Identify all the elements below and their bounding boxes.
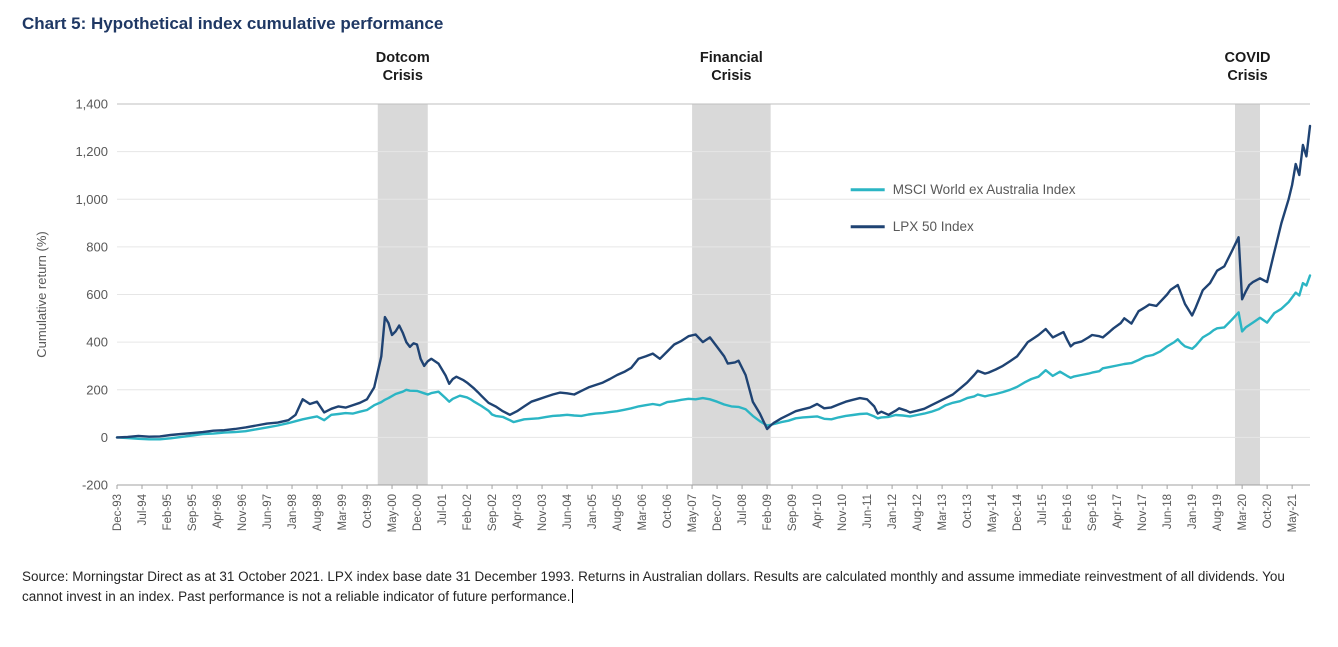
- x-tick-label: Apr-03: [512, 494, 524, 529]
- x-tick-label: Feb-09: [762, 494, 774, 530]
- x-tick-label: Dec-14: [1012, 493, 1024, 531]
- x-tick-label: Jun-11: [862, 494, 874, 528]
- x-tick-label: Aug-19: [1212, 494, 1224, 531]
- crisis-label: Financial: [700, 50, 763, 66]
- x-tick-label: Mar-20: [1237, 494, 1249, 530]
- y-axis-title: Cumulative return (%): [34, 231, 49, 357]
- x-tick-label: Jan-98: [287, 494, 299, 529]
- x-tick-label: Dec-07: [712, 494, 724, 531]
- y-tick-label: 1,400: [75, 97, 108, 112]
- legend-label-msci: MSCI World ex Australia Index: [893, 182, 1076, 197]
- x-tick-label: Oct-20: [1262, 494, 1274, 529]
- source-note-text: Source: Morningstar Direct as at 31 Octo…: [22, 569, 1285, 604]
- series-line-lpx: [115, 124, 1312, 439]
- y-tick-label: 800: [86, 239, 108, 254]
- performance-line-chart: Dotcom Crisis Financial Crisis COVID Crisis -2…: [34, 50, 1312, 532]
- x-tick-label: Jun-18: [1162, 494, 1174, 529]
- x-tick-label: May-14: [987, 493, 999, 532]
- x-tick-label: Mar-13: [937, 494, 949, 530]
- x-tick-label: May-21: [1287, 494, 1299, 532]
- crisis-label: Crisis: [1227, 68, 1267, 84]
- x-tick-label: Dec-93: [112, 494, 124, 531]
- x-tick-label: Mar-99: [337, 494, 349, 530]
- x-tick-label: Jun-97: [262, 494, 274, 529]
- x-tick-label: Oct-06: [662, 494, 674, 529]
- y-tick-label: 400: [86, 335, 108, 350]
- x-tick-label: Feb-02: [462, 494, 474, 530]
- x-tick-label: Mar-06: [637, 494, 649, 530]
- y-tick-label: 600: [86, 287, 108, 302]
- x-tick-label: Feb-95: [162, 494, 174, 530]
- x-tick-label: Sep-95: [187, 494, 199, 531]
- x-tick-label: Dec-00: [412, 494, 424, 531]
- x-tick-label: Sep-02: [487, 494, 499, 531]
- x-tick-label: Apr-10: [812, 494, 824, 529]
- x-tick-label: Nov-10: [837, 494, 849, 531]
- legend: MSCI World ex Australia Index LPX 50 Inde…: [850, 182, 1076, 234]
- x-tick-label: Oct-13: [962, 494, 974, 529]
- crisis-label: COVID: [1225, 50, 1271, 66]
- crisis-label: Crisis: [711, 68, 751, 84]
- x-tick-label: Jan-05: [587, 494, 599, 529]
- x-tick-label: Jul-15: [1037, 494, 1049, 525]
- x-tick-label: Jun-04: [562, 493, 574, 529]
- x-tick-label: Apr-96: [212, 494, 224, 529]
- y-tick-label: -200: [82, 478, 108, 493]
- chart-area: Dotcom Crisis Financial Crisis COVID Crisis -2…: [22, 40, 1322, 565]
- x-tick-label: Nov-96: [237, 494, 249, 531]
- x-tick-label: May-00: [387, 494, 399, 532]
- x-tick-label: Jul-01: [437, 494, 449, 525]
- x-tick-label: Nov-03: [537, 494, 549, 531]
- source-note: Source: Morningstar Direct as at 31 Octo…: [22, 567, 1318, 606]
- y-tick-label: 1,000: [75, 192, 108, 207]
- x-tick-label: Sep-16: [1087, 494, 1099, 531]
- series-line-msci: [115, 274, 1312, 441]
- x-tick-label: Jan-19: [1187, 494, 1199, 529]
- x-tick-label: Aug-98: [312, 494, 324, 531]
- x-tick-label: Aug-12: [912, 494, 924, 531]
- crisis-label: Crisis: [383, 68, 423, 84]
- legend-label-lpx: LPX 50 Index: [893, 219, 974, 234]
- y-tick-label: 0: [101, 430, 108, 445]
- crisis-label: Dotcom: [376, 50, 430, 66]
- x-tick-label: Jan-12: [887, 494, 899, 529]
- chart-title: Chart 5: Hypothetical index cumulative p…: [22, 14, 444, 33]
- x-tick-label: Sep-09: [787, 494, 799, 531]
- x-tick-label: May-07: [687, 494, 699, 532]
- y-tick-label: 1,200: [75, 144, 108, 159]
- x-tick-label: Jul-94: [137, 493, 149, 525]
- x-tick-label: Oct-99: [362, 494, 374, 529]
- x-tick-label: Apr-17: [1112, 494, 1124, 529]
- y-tick-label: 200: [86, 382, 108, 397]
- x-tick-label: Nov-17: [1137, 494, 1149, 531]
- x-tick-label: Feb-16: [1062, 494, 1074, 530]
- x-tick-label: Aug-05: [612, 494, 624, 531]
- text-cursor: [571, 588, 573, 603]
- x-tick-label: Jul-08: [737, 494, 749, 525]
